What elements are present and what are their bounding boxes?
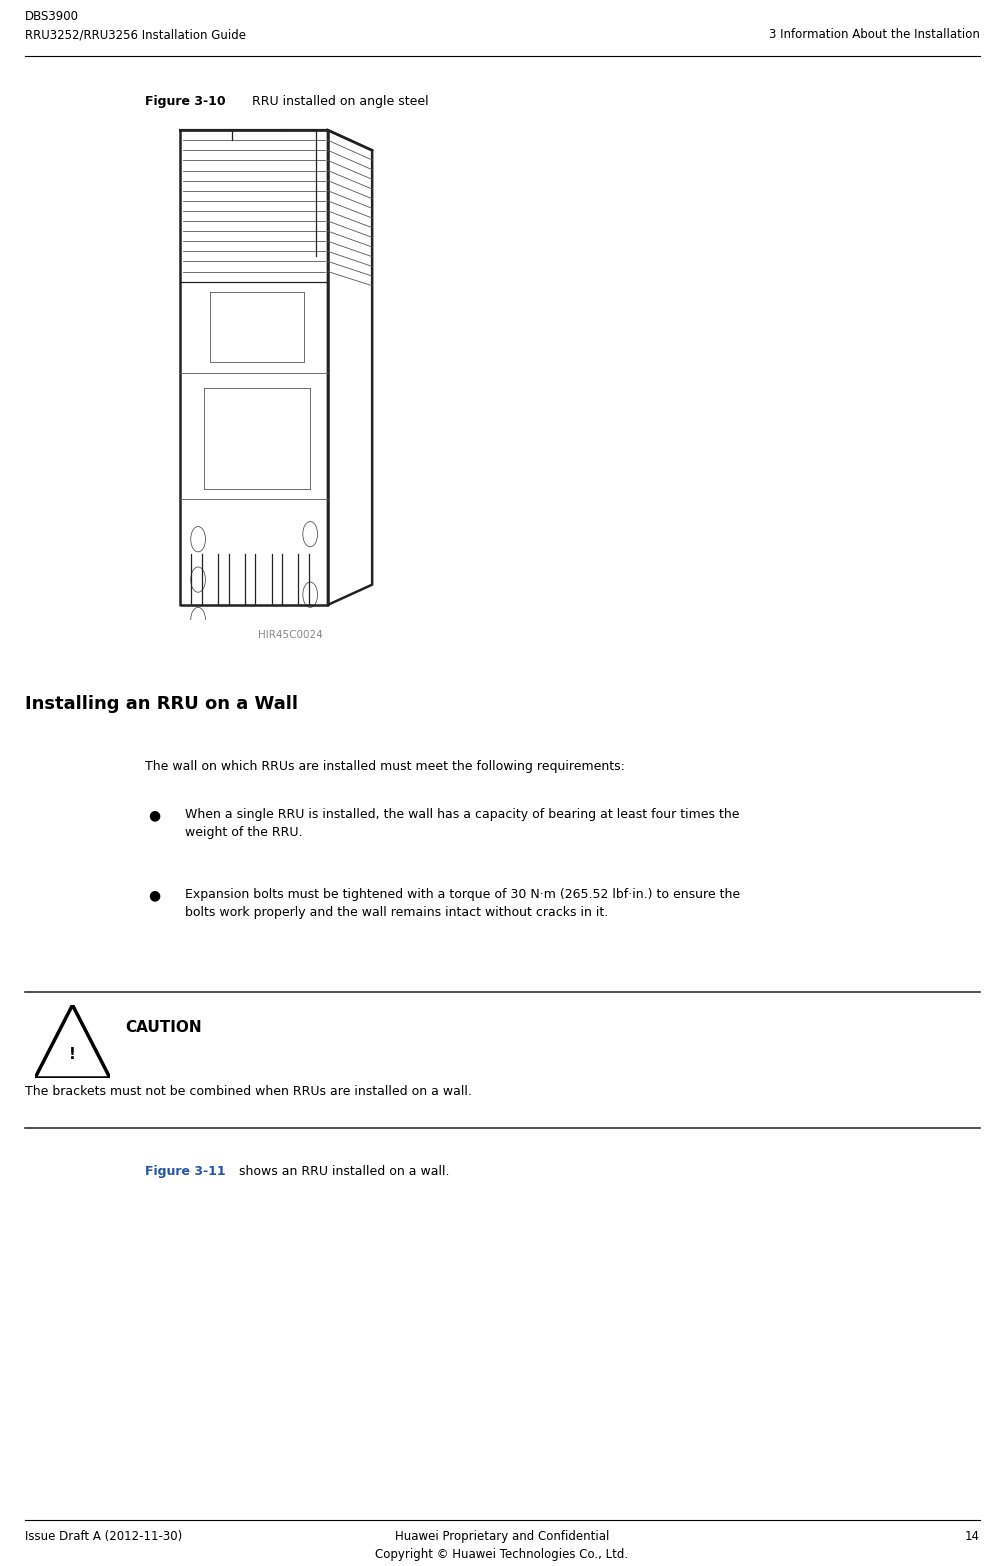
Text: CAUTION: CAUTION <box>125 1019 202 1035</box>
Text: 14: 14 <box>964 1530 979 1543</box>
Polygon shape <box>35 1005 110 1077</box>
Text: Figure 3-11: Figure 3-11 <box>144 1165 226 1178</box>
Text: !: ! <box>69 1048 76 1062</box>
Text: HIR45C0024: HIR45C0024 <box>258 630 322 640</box>
Text: Issue Draft A (2012-11-30): Issue Draft A (2012-11-30) <box>25 1530 183 1543</box>
Text: Copyright © Huawei Technologies Co., Ltd.: Copyright © Huawei Technologies Co., Ltd… <box>375 1549 628 1561</box>
Text: RRU3252/RRU3256 Installation Guide: RRU3252/RRU3256 Installation Guide <box>25 28 246 41</box>
Text: shows an RRU installed on a wall.: shows an RRU installed on a wall. <box>235 1165 449 1178</box>
Text: Figure 3-10: Figure 3-10 <box>144 96 226 108</box>
Text: When a single RRU is installed, the wall has a capacity of bearing at least four: When a single RRU is installed, the wall… <box>185 808 739 839</box>
Text: ●: ● <box>147 888 159 902</box>
Text: RRU installed on angle steel: RRU installed on angle steel <box>248 96 428 108</box>
Text: Installing an RRU on a Wall: Installing an RRU on a Wall <box>25 695 298 713</box>
Text: The brackets must not be combined when RRUs are installed on a wall.: The brackets must not be combined when R… <box>25 1085 471 1098</box>
Text: Expansion bolts must be tightened with a torque of 30 N·m (265.52 lbf·in.) to en: Expansion bolts must be tightened with a… <box>185 888 739 919</box>
Text: The wall on which RRUs are installed must meet the following requirements:: The wall on which RRUs are installed mus… <box>144 760 624 774</box>
Text: Huawei Proprietary and Confidential: Huawei Proprietary and Confidential <box>394 1530 609 1543</box>
Text: 3 Information About the Installation: 3 Information About the Installation <box>768 28 979 41</box>
Text: DBS3900: DBS3900 <box>25 9 79 23</box>
Text: ●: ● <box>147 808 159 822</box>
